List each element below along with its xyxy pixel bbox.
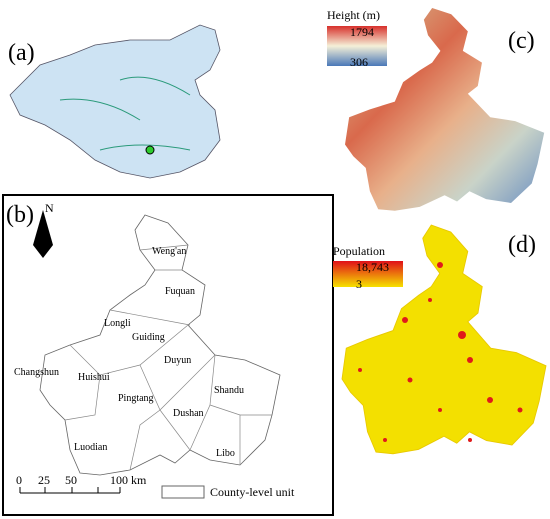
- scale-label: 25: [38, 473, 50, 487]
- county-name: Pingtang: [118, 393, 154, 404]
- county-name: Weng'an: [152, 246, 186, 257]
- legend-swatch: [161, 485, 205, 499]
- scale-label: 0: [16, 473, 22, 487]
- rivers: [59, 76, 191, 151]
- county-name: Guiding: [132, 332, 165, 343]
- legend-gradient: [333, 261, 403, 287]
- north-label: N: [45, 201, 54, 215]
- scale-label: 50: [65, 473, 77, 487]
- legend-gradient: [327, 26, 387, 66]
- county-name: Fuquan: [165, 286, 195, 297]
- panel-label: (c): [508, 28, 535, 54]
- north-arrow: [33, 210, 53, 258]
- county-name: Dushan: [173, 408, 204, 419]
- county-boundaries: [64, 244, 272, 471]
- panel-d: (d) Population 18,743 3: [333, 224, 547, 455]
- county-name: Huishui: [78, 372, 110, 383]
- scale-label: 100 km: [110, 473, 147, 487]
- legend-title: Height (m): [327, 8, 380, 22]
- panel-a: (a): [8, 24, 221, 179]
- county-name: Luodian: [74, 442, 107, 453]
- china-map: [9, 24, 221, 179]
- legend-max: 1794: [350, 25, 374, 39]
- legend-min: 3: [356, 277, 362, 291]
- location-marker: [145, 145, 155, 155]
- scale-bar: 0 25 50 100 km: [16, 473, 147, 494]
- panel-frame: [2, 194, 334, 516]
- county-name: Duyun: [164, 355, 191, 366]
- population-hotspots: [358, 262, 523, 442]
- panel-b: (b) N Weng'an Fuquan Longli Guiding Duyu…: [2, 194, 334, 516]
- legend-max: 18,743: [356, 260, 389, 274]
- county-name: Longli: [104, 318, 131, 329]
- county-name: Changshun: [14, 367, 59, 378]
- panel-label: (b): [6, 202, 34, 228]
- panel-c: Height (m) 1794 306 (c): [327, 8, 545, 211]
- county-name: Shandu: [214, 385, 244, 396]
- legend-label: County-level unit: [210, 485, 295, 499]
- county-name: Libo: [216, 448, 235, 459]
- legend-min: 306: [350, 55, 368, 69]
- legend-title: Population: [333, 244, 385, 258]
- panel-label: (d): [508, 232, 536, 258]
- panel-label: (a): [8, 40, 35, 66]
